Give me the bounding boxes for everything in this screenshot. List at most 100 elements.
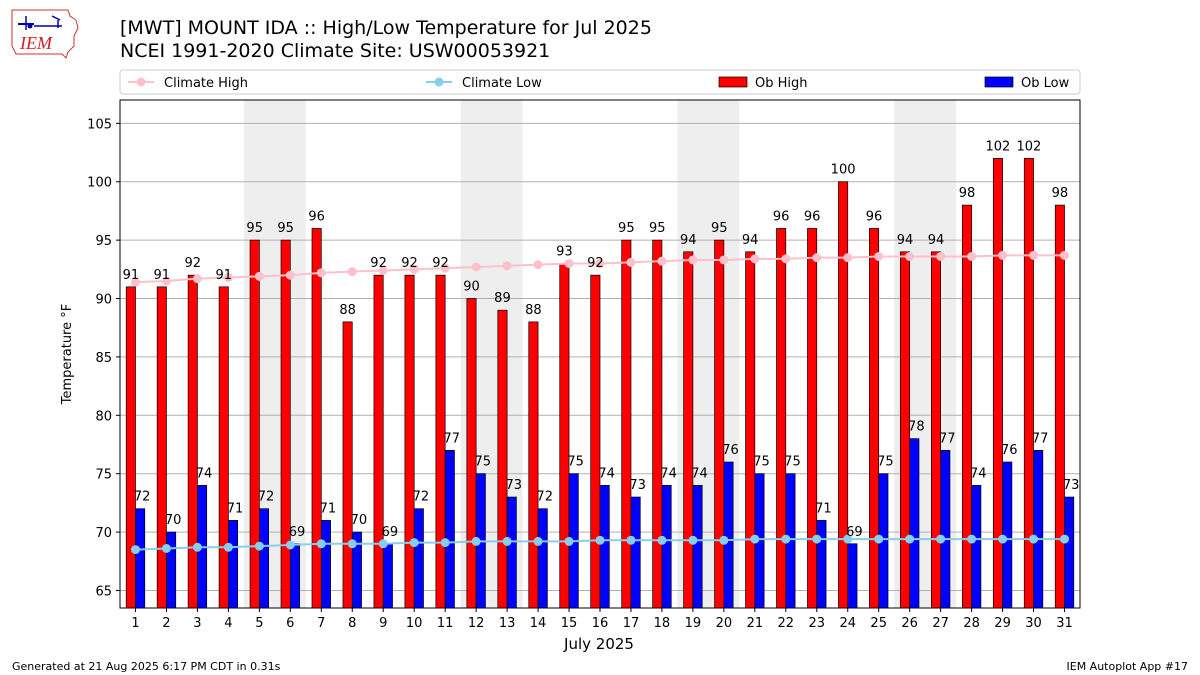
- ob-low-label: 74: [196, 466, 213, 481]
- ob-low-label: 71: [227, 501, 244, 516]
- x-tick-label: 30: [1025, 616, 1042, 631]
- ob-low-bar: [320, 520, 331, 609]
- legend-label: Climate High: [164, 76, 248, 91]
- climate-low-point: [595, 535, 605, 545]
- ob-low-bar: [816, 520, 827, 609]
- ob-high-label: 96: [866, 209, 883, 224]
- footer-app-text: IEM Autoplot App #17: [1066, 660, 1189, 673]
- ob-low-bar: [661, 485, 672, 609]
- y-tick-label: 105: [87, 117, 112, 132]
- climate-low-point: [967, 534, 977, 544]
- climate-high-point: [130, 277, 140, 287]
- ob-high-bar: [961, 204, 972, 609]
- ob-low-bar: [1064, 496, 1075, 609]
- climate-low-point: [657, 535, 667, 545]
- ob-high-bar: [652, 239, 663, 609]
- ob-high-bar: [342, 321, 353, 609]
- climate-low-point: [347, 539, 357, 549]
- x-tick-label: 10: [406, 616, 423, 631]
- ob-low-bar: [599, 485, 610, 609]
- x-tick-label: 26: [901, 616, 918, 631]
- climate-high-point: [812, 253, 822, 263]
- climate-high-point: [657, 256, 667, 266]
- legend-label: Ob Low: [1021, 76, 1070, 91]
- y-tick-label: 70: [95, 526, 112, 541]
- x-tick-label: 9: [379, 616, 387, 631]
- ob-high-label: 94: [928, 233, 945, 248]
- ob-high-bar: [807, 228, 818, 609]
- ob-high-label: 94: [742, 233, 759, 248]
- ob-low-bar: [847, 543, 858, 609]
- ob-high-label: 94: [680, 233, 697, 248]
- ob-high-bar: [869, 228, 880, 609]
- ob-low-label: 75: [753, 455, 770, 470]
- ob-high-label: 102: [986, 139, 1011, 154]
- ob-low-bar: [630, 496, 641, 609]
- climate-low-point: [688, 535, 698, 545]
- climate-high-point: [750, 254, 760, 264]
- x-tick-label: 19: [685, 616, 702, 631]
- climate-low-point: [626, 535, 636, 545]
- footer-generated-text: Generated at 21 Aug 2025 6:17 PM CDT in …: [12, 660, 281, 673]
- legend-box: [119, 69, 1081, 95]
- climate-high-point: [316, 268, 326, 278]
- ob-high-bar: [497, 309, 508, 609]
- ob-low-label: 72: [258, 490, 275, 505]
- legend-label: Ob High: [755, 76, 808, 91]
- climate-low-point: [440, 538, 450, 548]
- ob-high-label: 92: [185, 256, 202, 271]
- climate-high-point: [254, 271, 264, 281]
- ob-high-label: 100: [831, 163, 856, 178]
- ob-low-label: 74: [691, 466, 708, 481]
- x-tick-label: 23: [809, 616, 826, 631]
- ob-high-label: 98: [959, 186, 976, 201]
- ob-low-label: 74: [970, 466, 987, 481]
- climate-high-point: [471, 262, 481, 272]
- y-tick-label: 85: [95, 351, 112, 366]
- x-tick-label: 18: [654, 616, 671, 631]
- ob-low-label: 72: [413, 490, 430, 505]
- climate-lines: [130, 250, 1070, 555]
- climate-low-point: [874, 534, 884, 544]
- climate-high-point: [192, 274, 202, 284]
- climate-high-point: [440, 263, 450, 273]
- climate-high-point: [409, 264, 419, 274]
- climate-high-point: [595, 258, 605, 268]
- ob-high-label: 89: [494, 291, 511, 306]
- ob-low-label: 74: [598, 466, 615, 481]
- ob-low-bar: [537, 508, 548, 609]
- climate-low-point: [502, 536, 512, 546]
- ob-low-label: 76: [722, 443, 739, 458]
- ob-low-bar: [971, 485, 982, 609]
- ob-low-label: 77: [939, 431, 956, 446]
- bars: [125, 158, 1075, 609]
- ob-high-bar: [218, 286, 229, 609]
- ob-low-label: 75: [877, 455, 894, 470]
- y-axis-label: Temperature °F: [60, 304, 75, 405]
- ob-low-bar: [444, 449, 455, 609]
- climate-low-point: [378, 539, 388, 549]
- legend: Climate High Climate Low Ob High Ob Low: [119, 69, 1081, 95]
- plot-frame: [119, 99, 1081, 609]
- ob-high-label: 102: [1016, 139, 1041, 154]
- climate-low-point: [192, 542, 202, 552]
- legend-bar-swatch: [718, 76, 748, 88]
- ob-high-label: 91: [215, 268, 232, 283]
- ob-high-bar: [621, 239, 632, 609]
- x-tick-label: 5: [255, 616, 263, 631]
- climate-high-point: [936, 251, 946, 261]
- ob-low-label: 71: [320, 501, 337, 516]
- ob-high-bar: [745, 251, 756, 609]
- ob-high-bar: [714, 239, 725, 609]
- ob-low-label: 75: [475, 455, 492, 470]
- x-tick-label: 12: [468, 616, 485, 631]
- data-labels: 91 91 92 91 95 95 96 88 92 92 92 90 89 88 93 92 95 95 94 95…: [123, 139, 1080, 539]
- ob-low-label: 73: [1063, 478, 1080, 493]
- ob-high-label: 96: [773, 209, 790, 224]
- ob-low-label: 77: [1032, 431, 1049, 446]
- ob-low-label: 75: [567, 455, 584, 470]
- ob-high-bar: [838, 181, 849, 609]
- climate-high-point: [347, 267, 357, 277]
- x-tick-label: 11: [437, 616, 454, 631]
- ob-high-bar: [404, 274, 415, 609]
